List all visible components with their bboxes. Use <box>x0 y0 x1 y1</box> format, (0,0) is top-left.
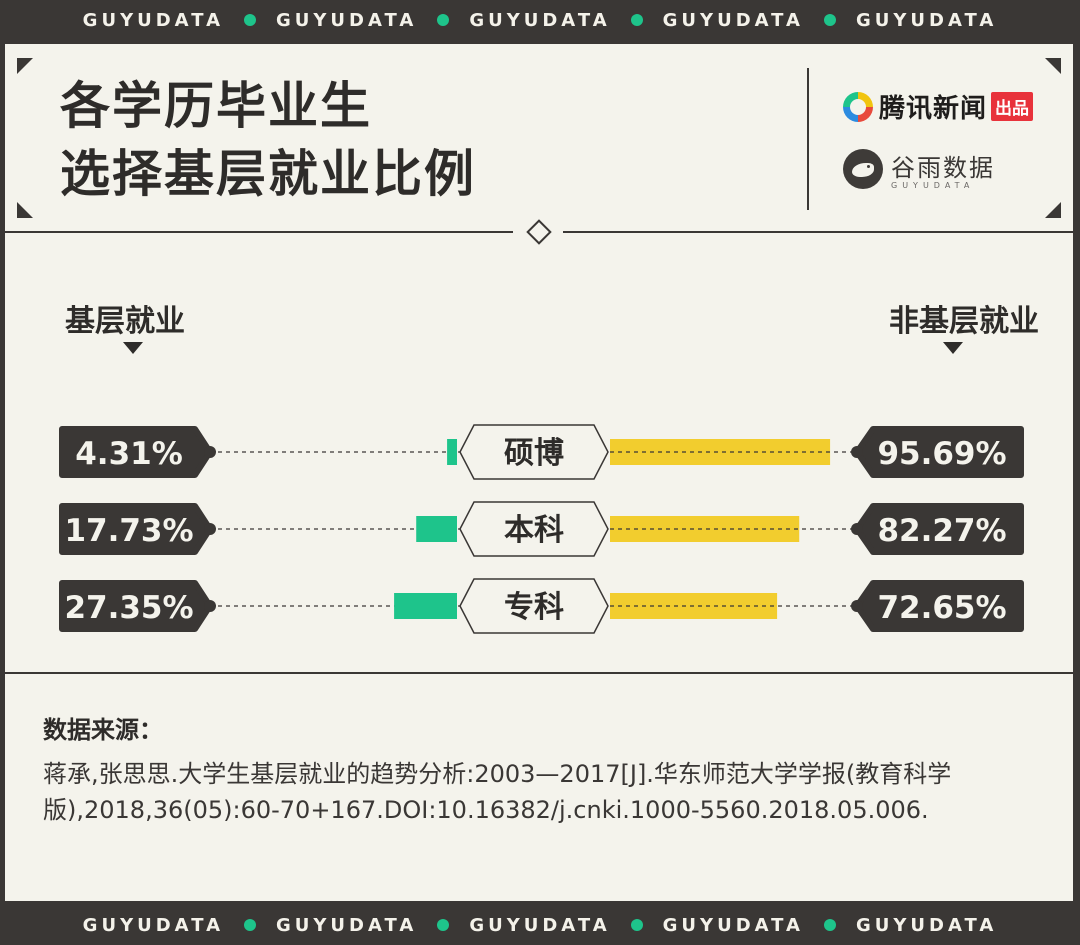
ticker-dot-icon <box>437 14 450 26</box>
ticker-word: GUYUDATA <box>855 914 998 936</box>
tag-dot <box>851 523 863 535</box>
ticker-dot-icon <box>244 919 256 931</box>
corner-mark <box>1045 202 1061 218</box>
left-legend-label: 基层就业 <box>65 304 185 339</box>
page-title: 各学历毕业生 选择基层就业比例 <box>60 72 476 208</box>
infographic-card: 各学历毕业生 选择基层就业比例 腾讯新闻 出品 谷雨数据 GUYUDATA 基层… <box>5 44 1073 901</box>
category-label: 本科 <box>504 513 564 548</box>
value-tag-left <box>59 580 213 632</box>
brand1-badge: 出品 <box>991 92 1034 121</box>
bar-non-grassroots <box>610 439 831 465</box>
value-label-left: 17.73% <box>64 513 193 549</box>
tag-dot <box>851 600 863 612</box>
tencent-news-logo: 腾讯新闻 出品 <box>843 88 1034 125</box>
value-tag-left <box>59 503 213 555</box>
ticker-dot-icon <box>630 14 643 26</box>
ticker-dot-icon <box>823 14 836 26</box>
diverging-bar-chart: 硕博 4.31% 95.69% 本科 17.73% 82.27% 专科 27.35% 72.65… <box>59 424 1024 634</box>
category-hexagon <box>459 424 609 480</box>
value-label-left: 4.31% <box>75 436 183 472</box>
ticker-dot-icon <box>437 919 450 931</box>
right-legend-label: 非基层就业 <box>889 304 1039 339</box>
value-label-right: 95.69% <box>877 436 1006 472</box>
ticker-word: GUYUDATA <box>276 914 418 936</box>
ticker-dot-icon <box>823 919 836 931</box>
brand2-name: 谷雨数据 <box>891 154 995 182</box>
ticker-dot-icon <box>630 919 643 931</box>
tag-dot <box>204 600 216 612</box>
value-label-right: 72.65% <box>877 590 1006 626</box>
ticker-word: GUYUDATA <box>469 9 611 31</box>
corner-mark <box>17 202 33 218</box>
ticker-word: GUYUDATA <box>276 9 418 31</box>
top-ticker: GUYUDATA GUYUDATA GUYUDATA GUYUDATA GUYUDATA <box>0 0 1080 40</box>
tag-dot <box>204 446 216 458</box>
divider-line <box>5 672 1073 674</box>
bar-grassroots <box>394 593 457 619</box>
category-hexagon <box>459 578 609 634</box>
value-tag-left <box>59 426 213 478</box>
corner-mark <box>1045 58 1061 74</box>
guyu-data-logo: 谷雨数据 GUYUDATA <box>843 148 995 190</box>
brand1-name: 腾讯新闻 <box>879 94 988 124</box>
bottom-ticker: GUYUDATA GUYUDATA GUYUDATA GUYUDATA GUYUDATA <box>0 905 1080 945</box>
tag-dot <box>204 523 216 535</box>
ticker-word: GUYUDATA <box>662 914 804 936</box>
brand2-sub: GUYUDATA <box>891 181 975 190</box>
category-hexagon <box>459 501 609 557</box>
ticker-word: GUYUDATA <box>82 914 224 936</box>
source-text: 蒋承,张思思.大学生基层就业的趋势分析:2003—2017[J].华东师范大学学… <box>43 760 952 824</box>
title-line-2: 选择基层就业比例 <box>60 145 476 203</box>
value-tag-right <box>854 426 1024 478</box>
value-tag-right <box>854 580 1024 632</box>
ticker-word: GUYUDATA <box>855 9 998 31</box>
down-arrow-icon <box>123 342 143 354</box>
bar-grassroots <box>447 439 457 465</box>
divider-line <box>563 231 1073 233</box>
header-divider <box>807 68 809 210</box>
ticker-word: GUYUDATA <box>662 9 804 31</box>
source-title: 数据来源： <box>43 716 163 744</box>
down-arrow-icon <box>943 342 963 354</box>
ticker-dot-icon <box>244 14 256 26</box>
category-label: 硕博 <box>504 436 564 471</box>
bar-non-grassroots <box>610 516 800 542</box>
category-label: 专科 <box>504 590 564 625</box>
tag-dot <box>851 446 863 458</box>
title-line-1: 各学历毕业生 <box>60 77 372 135</box>
bird-icon <box>843 149 883 189</box>
bar-grassroots <box>416 516 457 542</box>
value-label-left: 27.35% <box>64 590 193 626</box>
value-tag-right <box>854 503 1024 555</box>
ticker-word: GUYUDATA <box>469 914 611 936</box>
value-label-right: 82.27% <box>877 513 1006 549</box>
header: 各学历毕业生 选择基层就业比例 腾讯新闻 出品 谷雨数据 GUYUDATA <box>5 44 1073 232</box>
tencent-bell-icon <box>843 91 873 122</box>
ticker-word: GUYUDATA <box>82 9 224 31</box>
divider-line <box>5 231 513 233</box>
corner-mark <box>17 58 33 74</box>
